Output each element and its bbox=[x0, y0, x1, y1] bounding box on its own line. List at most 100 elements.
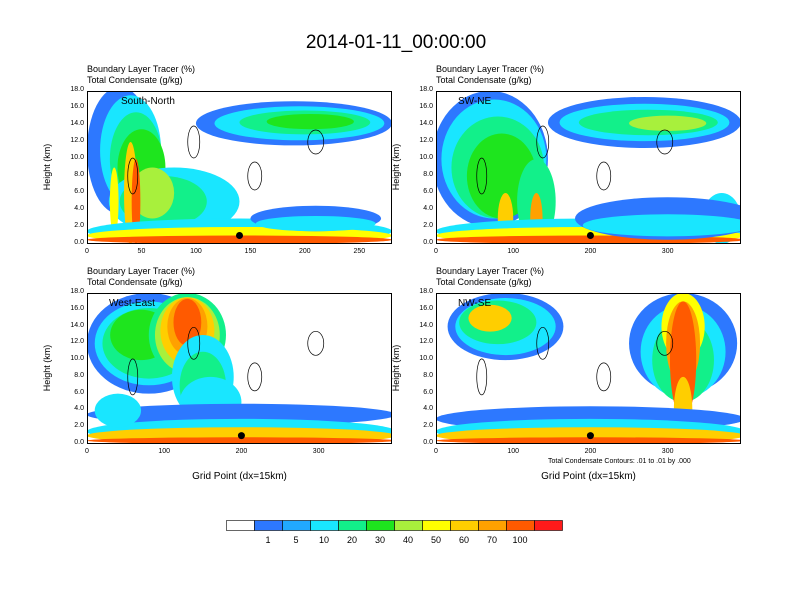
y-tick-label: 0.0 bbox=[423, 239, 433, 246]
y-tick-label: 6.0 bbox=[423, 388, 433, 396]
y-tick-label: 2.0 bbox=[74, 222, 84, 229]
condensate-contour bbox=[247, 161, 263, 191]
y-tick-label: 18.0 bbox=[70, 86, 84, 93]
heatmap-plot bbox=[87, 293, 392, 444]
y-tick-label: 16.0 bbox=[70, 103, 84, 110]
y-tick-label: 10.0 bbox=[419, 355, 433, 363]
y-tick-label: 18.0 bbox=[70, 288, 84, 295]
condensate-contour bbox=[596, 362, 612, 392]
x-tick-label: 0 bbox=[85, 248, 89, 255]
x-tick-label: 300 bbox=[661, 248, 674, 255]
y-tick-label: 8.0 bbox=[74, 171, 84, 178]
x-tick-label: 100 bbox=[158, 448, 171, 455]
colorbar-label: 10 bbox=[318, 535, 329, 545]
y-tick-label: 16.0 bbox=[419, 304, 433, 312]
x-tick-label: 100 bbox=[507, 248, 520, 255]
condensate-contour bbox=[596, 161, 612, 191]
panel-var2: Total Condensate (g/kg) bbox=[436, 277, 532, 287]
panel-var1: Boundary Layer Tracer (%) bbox=[436, 64, 545, 74]
y-tick-label: 4.0 bbox=[74, 405, 84, 413]
y-tick-label: 4.0 bbox=[423, 405, 433, 413]
panel-label: West-East bbox=[109, 298, 155, 309]
colorbar-swatch bbox=[422, 520, 451, 531]
field-region bbox=[582, 214, 741, 237]
field-region bbox=[87, 437, 392, 444]
heatmap-plot bbox=[436, 293, 741, 444]
location-marker bbox=[237, 432, 245, 440]
panel-var2: Total Condensate (g/kg) bbox=[436, 75, 532, 85]
condensate-contour bbox=[656, 330, 674, 356]
colorbar-swatch bbox=[394, 520, 423, 531]
field-region bbox=[109, 167, 119, 236]
y-tick-label: 0.0 bbox=[423, 439, 433, 446]
y-tick-label: 6.0 bbox=[423, 188, 433, 195]
y-tick-label: 14.0 bbox=[419, 321, 433, 329]
location-marker bbox=[586, 232, 594, 239]
x-tick-label: 200 bbox=[299, 248, 311, 255]
colorbar: 1 5 10 20 30 40 50 60 70 100 bbox=[226, 518, 563, 545]
y-tick-label: 8.0 bbox=[74, 371, 84, 379]
y-tick-label: 8.0 bbox=[423, 171, 433, 178]
x-tick-label: 150 bbox=[244, 248, 257, 255]
field-region bbox=[87, 235, 392, 244]
y-tick-label: 14.0 bbox=[70, 321, 84, 329]
x-tick-label: 250 bbox=[353, 248, 366, 255]
panel-var2: Total Condensate (g/kg) bbox=[87, 75, 183, 85]
x-tick-label: 100 bbox=[507, 448, 520, 455]
heatmap-plot bbox=[87, 91, 392, 244]
condensate-contour bbox=[187, 326, 201, 360]
field-region bbox=[629, 115, 707, 131]
condensate-contour bbox=[536, 326, 550, 360]
colorbar-swatch bbox=[366, 520, 395, 531]
colorbar-swatch bbox=[310, 520, 339, 531]
x-tick-label: 200 bbox=[235, 448, 248, 455]
x-tick-label: 0 bbox=[434, 448, 438, 455]
y-tick-label: 6.0 bbox=[74, 388, 84, 396]
y-axis-label: Height (km) bbox=[42, 344, 52, 391]
colorbar-label: 40 bbox=[402, 535, 413, 545]
condensate-contour bbox=[476, 157, 488, 195]
x-tick-label: 300 bbox=[312, 448, 325, 455]
x-axis-label: Grid Point (dx=15km) bbox=[541, 471, 636, 482]
field-region bbox=[436, 437, 741, 444]
y-tick-label: 10.0 bbox=[70, 154, 84, 161]
field-region bbox=[255, 215, 376, 232]
colorbar-swatch bbox=[338, 520, 367, 531]
colorbar-label: 1 bbox=[265, 535, 271, 545]
y-tick-label: 10.0 bbox=[419, 154, 433, 161]
x-tick-label: 100 bbox=[190, 248, 202, 255]
colorbar-swatch bbox=[506, 520, 535, 531]
field-region bbox=[130, 167, 175, 219]
condensate-contour bbox=[307, 129, 325, 155]
y-tick-label: 8.0 bbox=[423, 371, 433, 379]
x-tick-label: 300 bbox=[661, 448, 674, 455]
y-tick-label: 10.0 bbox=[70, 355, 84, 363]
y-tick-label: 0.0 bbox=[74, 439, 84, 446]
condensate-contour bbox=[127, 358, 139, 396]
panel-label: SW-NE bbox=[458, 96, 492, 107]
panel-var1: Boundary Layer Tracer (%) bbox=[87, 64, 196, 74]
location-marker bbox=[236, 232, 243, 239]
condensate-contour bbox=[307, 330, 325, 356]
colorbar-label: 100 bbox=[512, 535, 528, 545]
y-tick-label: 14.0 bbox=[419, 120, 433, 127]
colorbar-label: 60 bbox=[458, 535, 469, 545]
panel-var1: Boundary Layer Tracer (%) bbox=[87, 266, 196, 276]
colorbar-label: 50 bbox=[430, 535, 441, 545]
colorbar-swatch bbox=[478, 520, 507, 531]
condensate-contour bbox=[127, 157, 139, 195]
y-tick-label: 4.0 bbox=[74, 205, 84, 212]
y-tick-label: 12.0 bbox=[70, 338, 84, 346]
colorbar-label: 20 bbox=[346, 535, 357, 545]
colorbar-swatch bbox=[450, 520, 479, 531]
condensate-contour bbox=[187, 125, 201, 159]
y-tick-label: 16.0 bbox=[419, 103, 433, 110]
contour-note: Total Condensate Contours: .01 to .01 by… bbox=[548, 458, 691, 465]
y-tick-label: 12.0 bbox=[419, 137, 433, 144]
y-tick-label: 18.0 bbox=[419, 288, 433, 295]
y-tick-label: 18.0 bbox=[419, 86, 433, 93]
colorbar-bar bbox=[226, 520, 563, 531]
field-region bbox=[94, 393, 142, 428]
plot-frame bbox=[436, 91, 741, 244]
x-tick-label: 50 bbox=[137, 248, 146, 255]
